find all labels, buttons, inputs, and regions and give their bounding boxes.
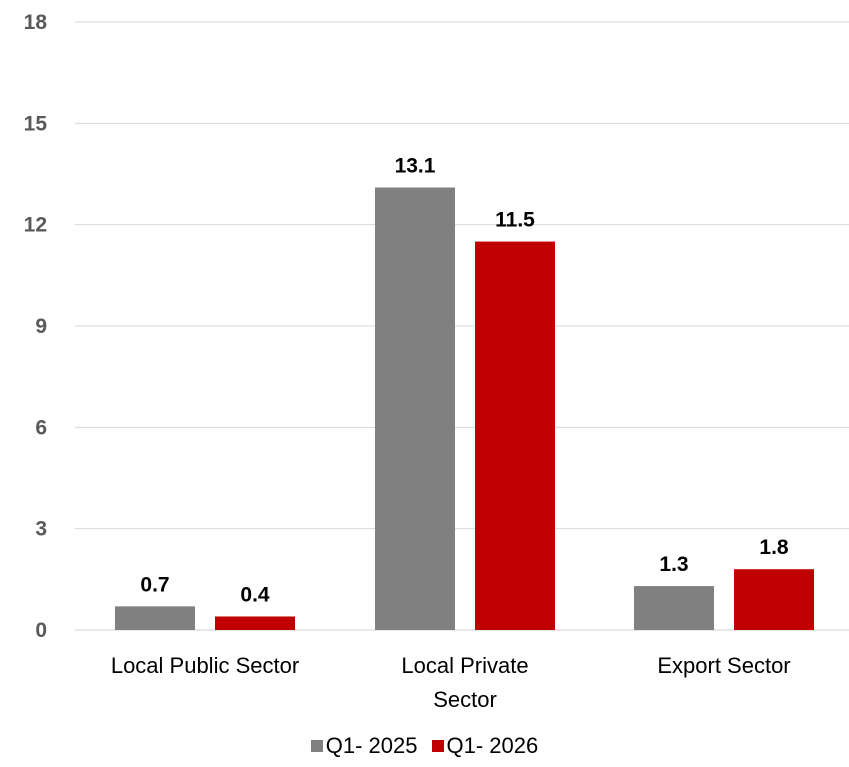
y-axis: 0 3 6 9 12 15 18: [24, 11, 48, 642]
data-label: 1.3: [659, 553, 688, 576]
y-tick-label: 15: [24, 112, 48, 135]
y-tick-label: 6: [35, 416, 47, 439]
data-label: 11.5: [495, 209, 535, 232]
bar: [115, 606, 195, 630]
legend-swatch: [431, 740, 444, 752]
legend: Q1- 2025 Q1- 2026: [0, 733, 849, 759]
category-label-line: Sector: [433, 687, 497, 712]
bars: [115, 187, 814, 631]
gridlines: [75, 21, 849, 631]
data-label: 0.4: [240, 583, 270, 606]
legend-item-q1-2025: Q1- 2025: [310, 733, 418, 759]
legend-label: Q1- 2026: [446, 733, 539, 758]
legend-swatch: [310, 740, 323, 752]
category-label-export-sector: Export Sector: [584, 649, 849, 683]
bar: [634, 586, 714, 630]
category-label-line: Local Public Sector: [110, 653, 300, 678]
data-labels: 0.7 13.1 1.3 0.4 11.5 1.8: [140, 155, 789, 607]
y-tick-label: 12: [24, 214, 47, 237]
category-label-local-private-sector: Local Private Sector: [325, 649, 605, 717]
bar: [215, 616, 295, 630]
category-label-line: Export Sector: [657, 653, 791, 678]
legend-item-q1-2026: Q1- 2026: [431, 733, 539, 759]
y-tick-label: 18: [24, 11, 48, 34]
y-tick-label: 3: [35, 518, 47, 541]
bar: [734, 569, 814, 630]
category-label-local-public-sector: Local Public Sector: [65, 649, 345, 683]
data-label: 0.7: [140, 573, 169, 596]
data-label: 1.8: [759, 536, 789, 559]
bar: [375, 187, 455, 630]
y-tick-label: 9: [35, 315, 47, 338]
legend-label: Q1- 2025: [325, 733, 418, 758]
y-tick-label: 0: [35, 619, 47, 642]
bar: [475, 241, 555, 631]
category-label-line: Local Private: [401, 653, 529, 678]
data-label: 13.1: [395, 155, 436, 178]
